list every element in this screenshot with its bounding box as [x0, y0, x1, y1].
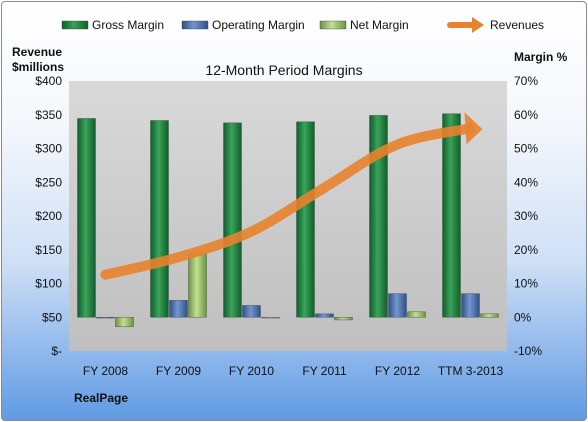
net-margin-bar — [480, 313, 499, 318]
category-label: FY 2008 — [83, 364, 128, 378]
net-margin-bar — [188, 253, 207, 318]
legend-label: Net Margin — [350, 18, 409, 32]
net-margin-bar — [334, 317, 353, 321]
left-tick-label: $300 — [35, 142, 62, 156]
category-label: FY 2012 — [375, 364, 420, 378]
left-axis-title-line1: Revenue — [12, 45, 62, 59]
left-tick-label: $100 — [35, 277, 62, 291]
left-tick-label: $250 — [35, 175, 62, 189]
right-tick-label: 10% — [514, 277, 538, 291]
left-tick-label: $350 — [35, 108, 62, 122]
legend-label: Gross Margin — [92, 18, 164, 32]
chart-title: 12-Month Period Margins — [205, 62, 362, 78]
operating-margin-bar — [461, 293, 480, 318]
right-tick-label: 40% — [514, 175, 538, 189]
category-axis: FY 2008 FY 2009 FY 2010 FY 2011 FY 2012 TTM 3… — [83, 364, 504, 378]
revenues-point — [397, 143, 398, 145]
right-tick-label: 0% — [514, 310, 532, 324]
right-tick-label: 70% — [514, 74, 538, 88]
operating-margin-bar — [315, 313, 334, 318]
bar-layer — [77, 113, 499, 327]
left-tick-label: $50 — [42, 310, 62, 324]
category-label: TTM 3-2013 — [438, 364, 504, 378]
gross-margin-bar — [296, 121, 315, 318]
net-margin-bar — [115, 317, 134, 327]
right-tick-label: 50% — [514, 142, 538, 156]
gross-margin-bar — [77, 118, 96, 318]
revenues-point — [324, 187, 325, 189]
left-tick-label: $150 — [35, 243, 62, 257]
revenues-point — [178, 256, 179, 258]
right-tick-label: 30% — [514, 209, 538, 223]
category-label: FY 2010 — [229, 364, 274, 378]
right-axis: -10% 0% 10% 20% 30% 40% 50% 60% 70% — [514, 74, 542, 358]
operating-margin-bar — [388, 293, 407, 318]
gross-margin-bar — [442, 113, 461, 318]
category-label: FY 2009 — [156, 364, 201, 378]
legend-label: Operating Margin — [212, 18, 305, 32]
right-axis-title: Margin % — [514, 50, 568, 64]
legend-arrow-head — [472, 17, 484, 33]
net-margin-bar — [407, 311, 426, 318]
operating-margin-bar — [242, 305, 261, 318]
legend-swatch-gross-margin — [61, 20, 89, 30]
left-axis: $- $50 $100 $150 $200 $250 $300 $350 $400 — [35, 74, 62, 358]
right-tick-label: 60% — [514, 108, 538, 122]
legend-swatch-net-margin — [319, 20, 347, 30]
revenues-point — [251, 231, 252, 233]
right-tick-label: 20% — [514, 243, 538, 257]
right-tick-label: -10% — [514, 344, 542, 358]
company-name: RealPage — [74, 391, 128, 405]
legend-swatch-operating-margin — [181, 20, 209, 30]
legend: Gross Margin Operating Margin Net Margin Re… — [61, 17, 544, 33]
gross-margin-bar — [369, 115, 388, 318]
revenues-point — [105, 274, 106, 276]
left-tick-label: $400 — [35, 74, 62, 88]
left-tick-label: $- — [51, 344, 62, 358]
legend-label: Revenues — [490, 18, 544, 32]
revenues-arrowhead — [464, 112, 483, 145]
category-label: FY 2011 — [302, 364, 347, 378]
left-tick-label: $200 — [35, 209, 62, 223]
operating-margin-bar — [169, 300, 188, 318]
left-axis-title-line2: $millions — [12, 60, 64, 74]
gross-margin-bar — [223, 122, 242, 318]
gross-margin-bar — [150, 120, 169, 318]
revenue-line-layer — [100, 112, 483, 280]
net-margin-bar — [261, 317, 280, 319]
revenues-line — [100, 123, 476, 280]
revenues-point — [470, 127, 471, 129]
operating-margin-bar — [96, 317, 115, 319]
